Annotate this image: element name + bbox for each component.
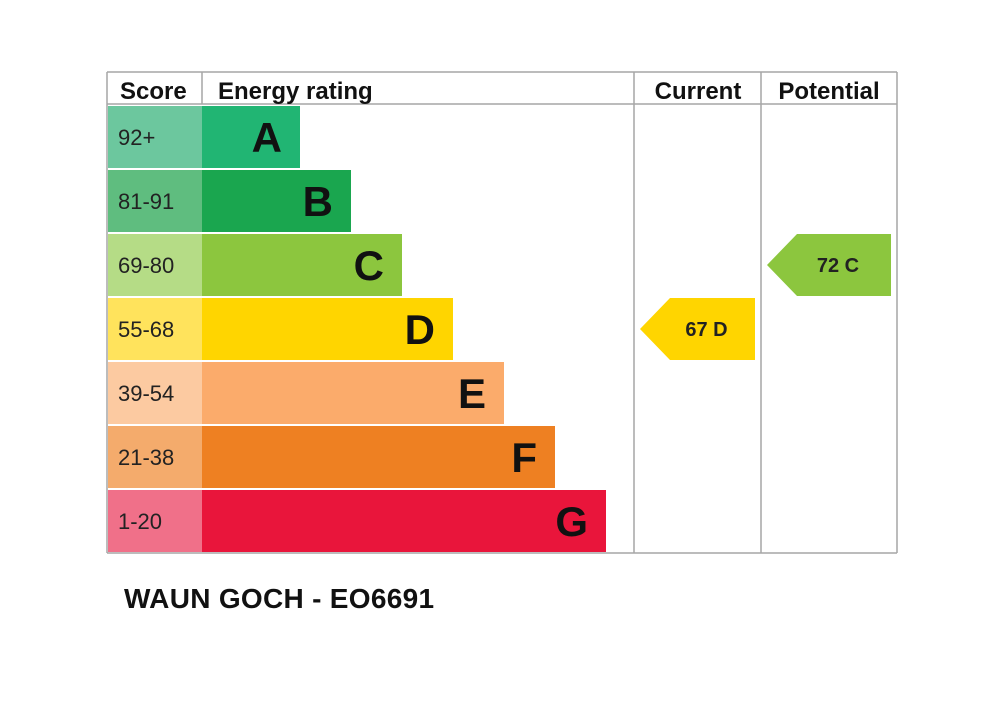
score-label-f: 21-38 [118,445,174,470]
bands-layer: 92+ A 81-91 B 69-80 C 55-68 D 39-54 E 21-38 F 1-20 G [108,106,606,552]
score-cell-c [108,234,202,296]
band-letter-d: D [405,306,435,353]
score-cell-b [108,170,202,232]
score-cell-d [108,298,202,360]
table-grid [106,71,898,554]
score-cell-f [108,426,202,488]
current-rating-arrow [640,298,755,360]
band-bar-f [202,426,555,488]
property-caption: WAUN GOCH - EO6691 [124,583,435,614]
score-label-a: 92+ [118,125,155,150]
score-cell-g [108,490,202,552]
score-label-g: 1-20 [118,509,162,534]
score-cell-a [108,106,202,168]
score-label-d: 55-68 [118,317,174,342]
band-bar-a [202,106,300,168]
band-letter-f: F [511,434,537,481]
header-current: Current [655,78,742,105]
score-cell-e [108,362,202,424]
band-bar-c [202,234,402,296]
score-label-b: 81-91 [118,189,174,214]
score-label-e: 39-54 [118,381,174,406]
potential-rating-arrow [767,234,891,296]
band-letter-g: G [555,498,588,545]
current-rating-arrow-label: 67 D [685,319,727,341]
band-letter-c: C [354,242,384,289]
header-potential: Potential [778,78,879,105]
potential-rating-arrow-label: 72 C [817,255,859,277]
band-bar-e [202,362,504,424]
band-bar-g [202,490,606,552]
header-energy-rating: Energy rating [218,78,373,105]
score-label-c: 69-80 [118,253,174,278]
header-score: Score [120,78,187,105]
band-bar-b [202,170,351,232]
band-letter-a: A [252,114,282,161]
band-letter-e: E [458,370,486,417]
band-letter-b: B [303,178,333,225]
band-bar-d [202,298,453,360]
table-header: Score Energy rating Current Potential [120,78,880,105]
rating-arrows: 67 D 72 C [640,234,891,360]
